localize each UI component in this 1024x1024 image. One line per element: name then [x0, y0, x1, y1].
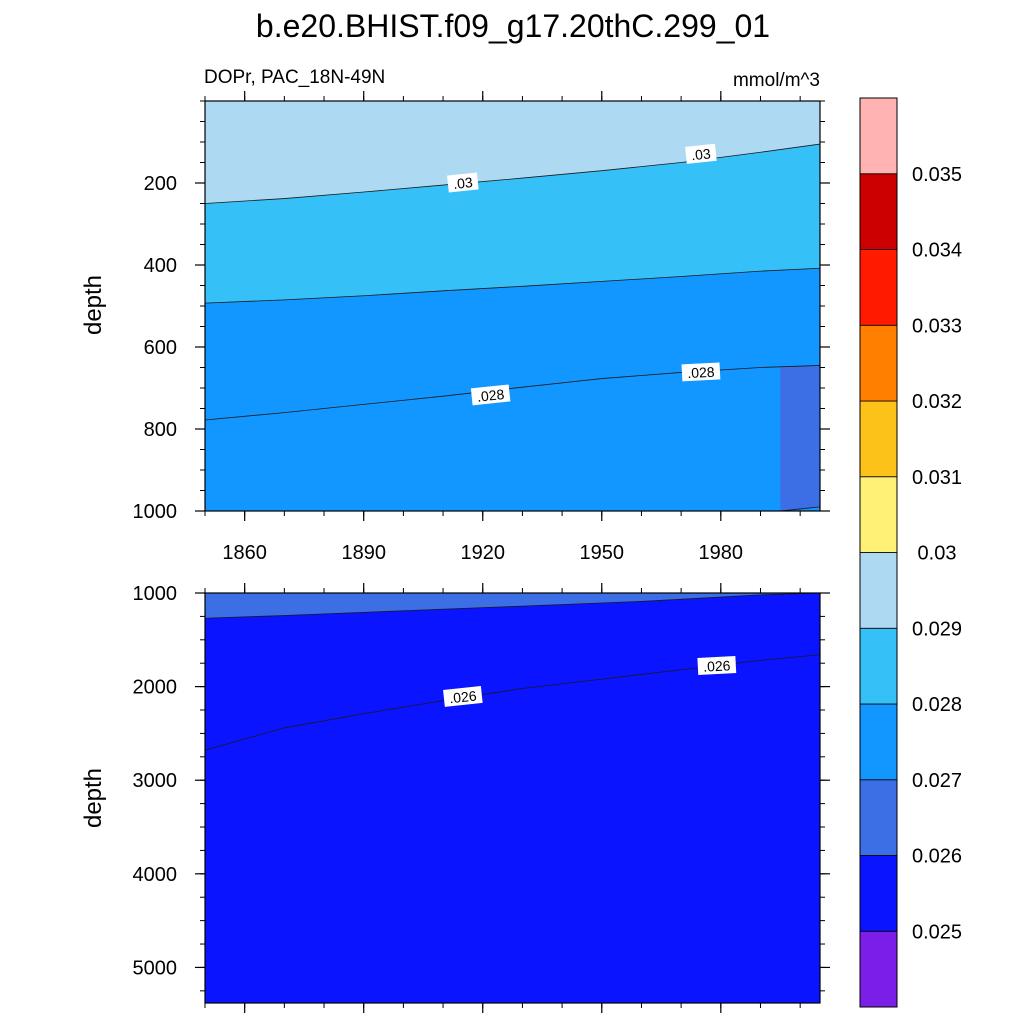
contour-band [205, 593, 820, 619]
y-tick-label: 3000 [133, 770, 178, 792]
contour-label: .026 [443, 685, 483, 707]
contour-label-text: .026 [449, 688, 478, 707]
colorbar-swatch [859, 855, 898, 932]
colorbar: 0.025 0.026 0.027 0.028 0.029 0.03 0.031 0.032 0… [859, 97, 962, 1008]
colorbar-label: 0.026 [912, 846, 962, 868]
y-tick-label: 4000 [133, 864, 178, 886]
colorbar-swatch [859, 703, 898, 781]
y-tick-label: 200 [144, 173, 177, 195]
contour-line [204, 365, 821, 421]
y-axis-label: depth [80, 768, 107, 828]
colorbar-label: 0.034 [912, 240, 962, 262]
x-tick-label: 1950 [580, 542, 625, 564]
contour-label-text: .03 [690, 145, 711, 163]
top-panel: .03 .03 .028 .028 200 400 600 800 1000 1860 1890 19… [80, 91, 830, 564]
contour-label-text: .028 [476, 386, 505, 405]
contour-label-box [681, 362, 721, 382]
y-tick-label: 1000 [133, 501, 178, 523]
bottom-panel: .026 .026 1000 2000 3000 4000 5000 depth [80, 583, 830, 1013]
contour-label-box [685, 143, 717, 164]
contour-label-box [470, 384, 511, 406]
colorbar-label: 0.029 [912, 618, 962, 640]
contour-line [204, 143, 821, 204]
colorbar-label: 0.027 [912, 770, 962, 792]
x-tick-label: 1980 [699, 542, 744, 564]
colorbar-label: 0.033 [912, 315, 962, 337]
units-label: mmol/m^3 [733, 70, 820, 91]
y-tick-label: 600 [144, 337, 177, 359]
colorbar-swatch [859, 400, 898, 478]
contour-label-text: .028 [687, 364, 715, 381]
contour-label: .026 [697, 656, 737, 675]
figure-subtitle: DOPr, PAC_18N-49N [204, 67, 385, 88]
y-tick-label: 5000 [133, 957, 178, 979]
y-axis-label: depth [80, 275, 107, 335]
colorbar-label: 0.025 [912, 921, 962, 943]
colorbar-swatch [859, 552, 898, 629]
contour-label: .03 [447, 172, 479, 193]
contour-line [204, 267, 821, 304]
y-tick-label: 800 [144, 419, 177, 441]
colorbar-swatch [859, 249, 898, 326]
colorbar-swatch [859, 97, 898, 175]
panel-frame [204, 592, 821, 1004]
contour-label-box [443, 685, 483, 707]
contour-label: .028 [470, 384, 511, 406]
y-tick-label: 2000 [133, 677, 178, 699]
colorbar-label: 0.028 [912, 694, 962, 716]
colorbar-swatch [859, 324, 898, 402]
contour-band [205, 101, 820, 204]
colorbar-label: 0.03 [918, 543, 957, 565]
colorbar-swatch [859, 930, 898, 1008]
x-tick-label: 1890 [341, 542, 386, 564]
colorbar-frame [859, 97, 898, 1008]
colorbar-swatch [859, 627, 898, 705]
colorbar-swatch [859, 173, 898, 250]
colorbar-swatch [859, 779, 898, 856]
x-tick-label: 1920 [460, 542, 505, 564]
y-tick-label: 400 [144, 255, 177, 277]
colorbar-label: 0.031 [912, 467, 962, 489]
contour-line [780, 506, 821, 512]
colorbar-label: 0.032 [912, 391, 962, 413]
contour-label-box [697, 656, 737, 675]
contour-label: .028 [681, 362, 721, 382]
y-tick-label: 1000 [133, 583, 178, 605]
contour-label: .03 [685, 143, 717, 164]
contour-label-text: .03 [452, 174, 473, 192]
contour-label-text: .026 [703, 657, 731, 674]
contour-band [205, 593, 820, 751]
figure-title: b.e20.BHIST.f09_g17.20thC.299_01 [256, 8, 770, 44]
colorbar-label: 0.035 [912, 164, 962, 186]
contour-line [204, 592, 821, 619]
colorbar-swatch [859, 476, 898, 553]
contour-label-box [447, 172, 479, 193]
x-tick-label: 1860 [222, 542, 267, 564]
